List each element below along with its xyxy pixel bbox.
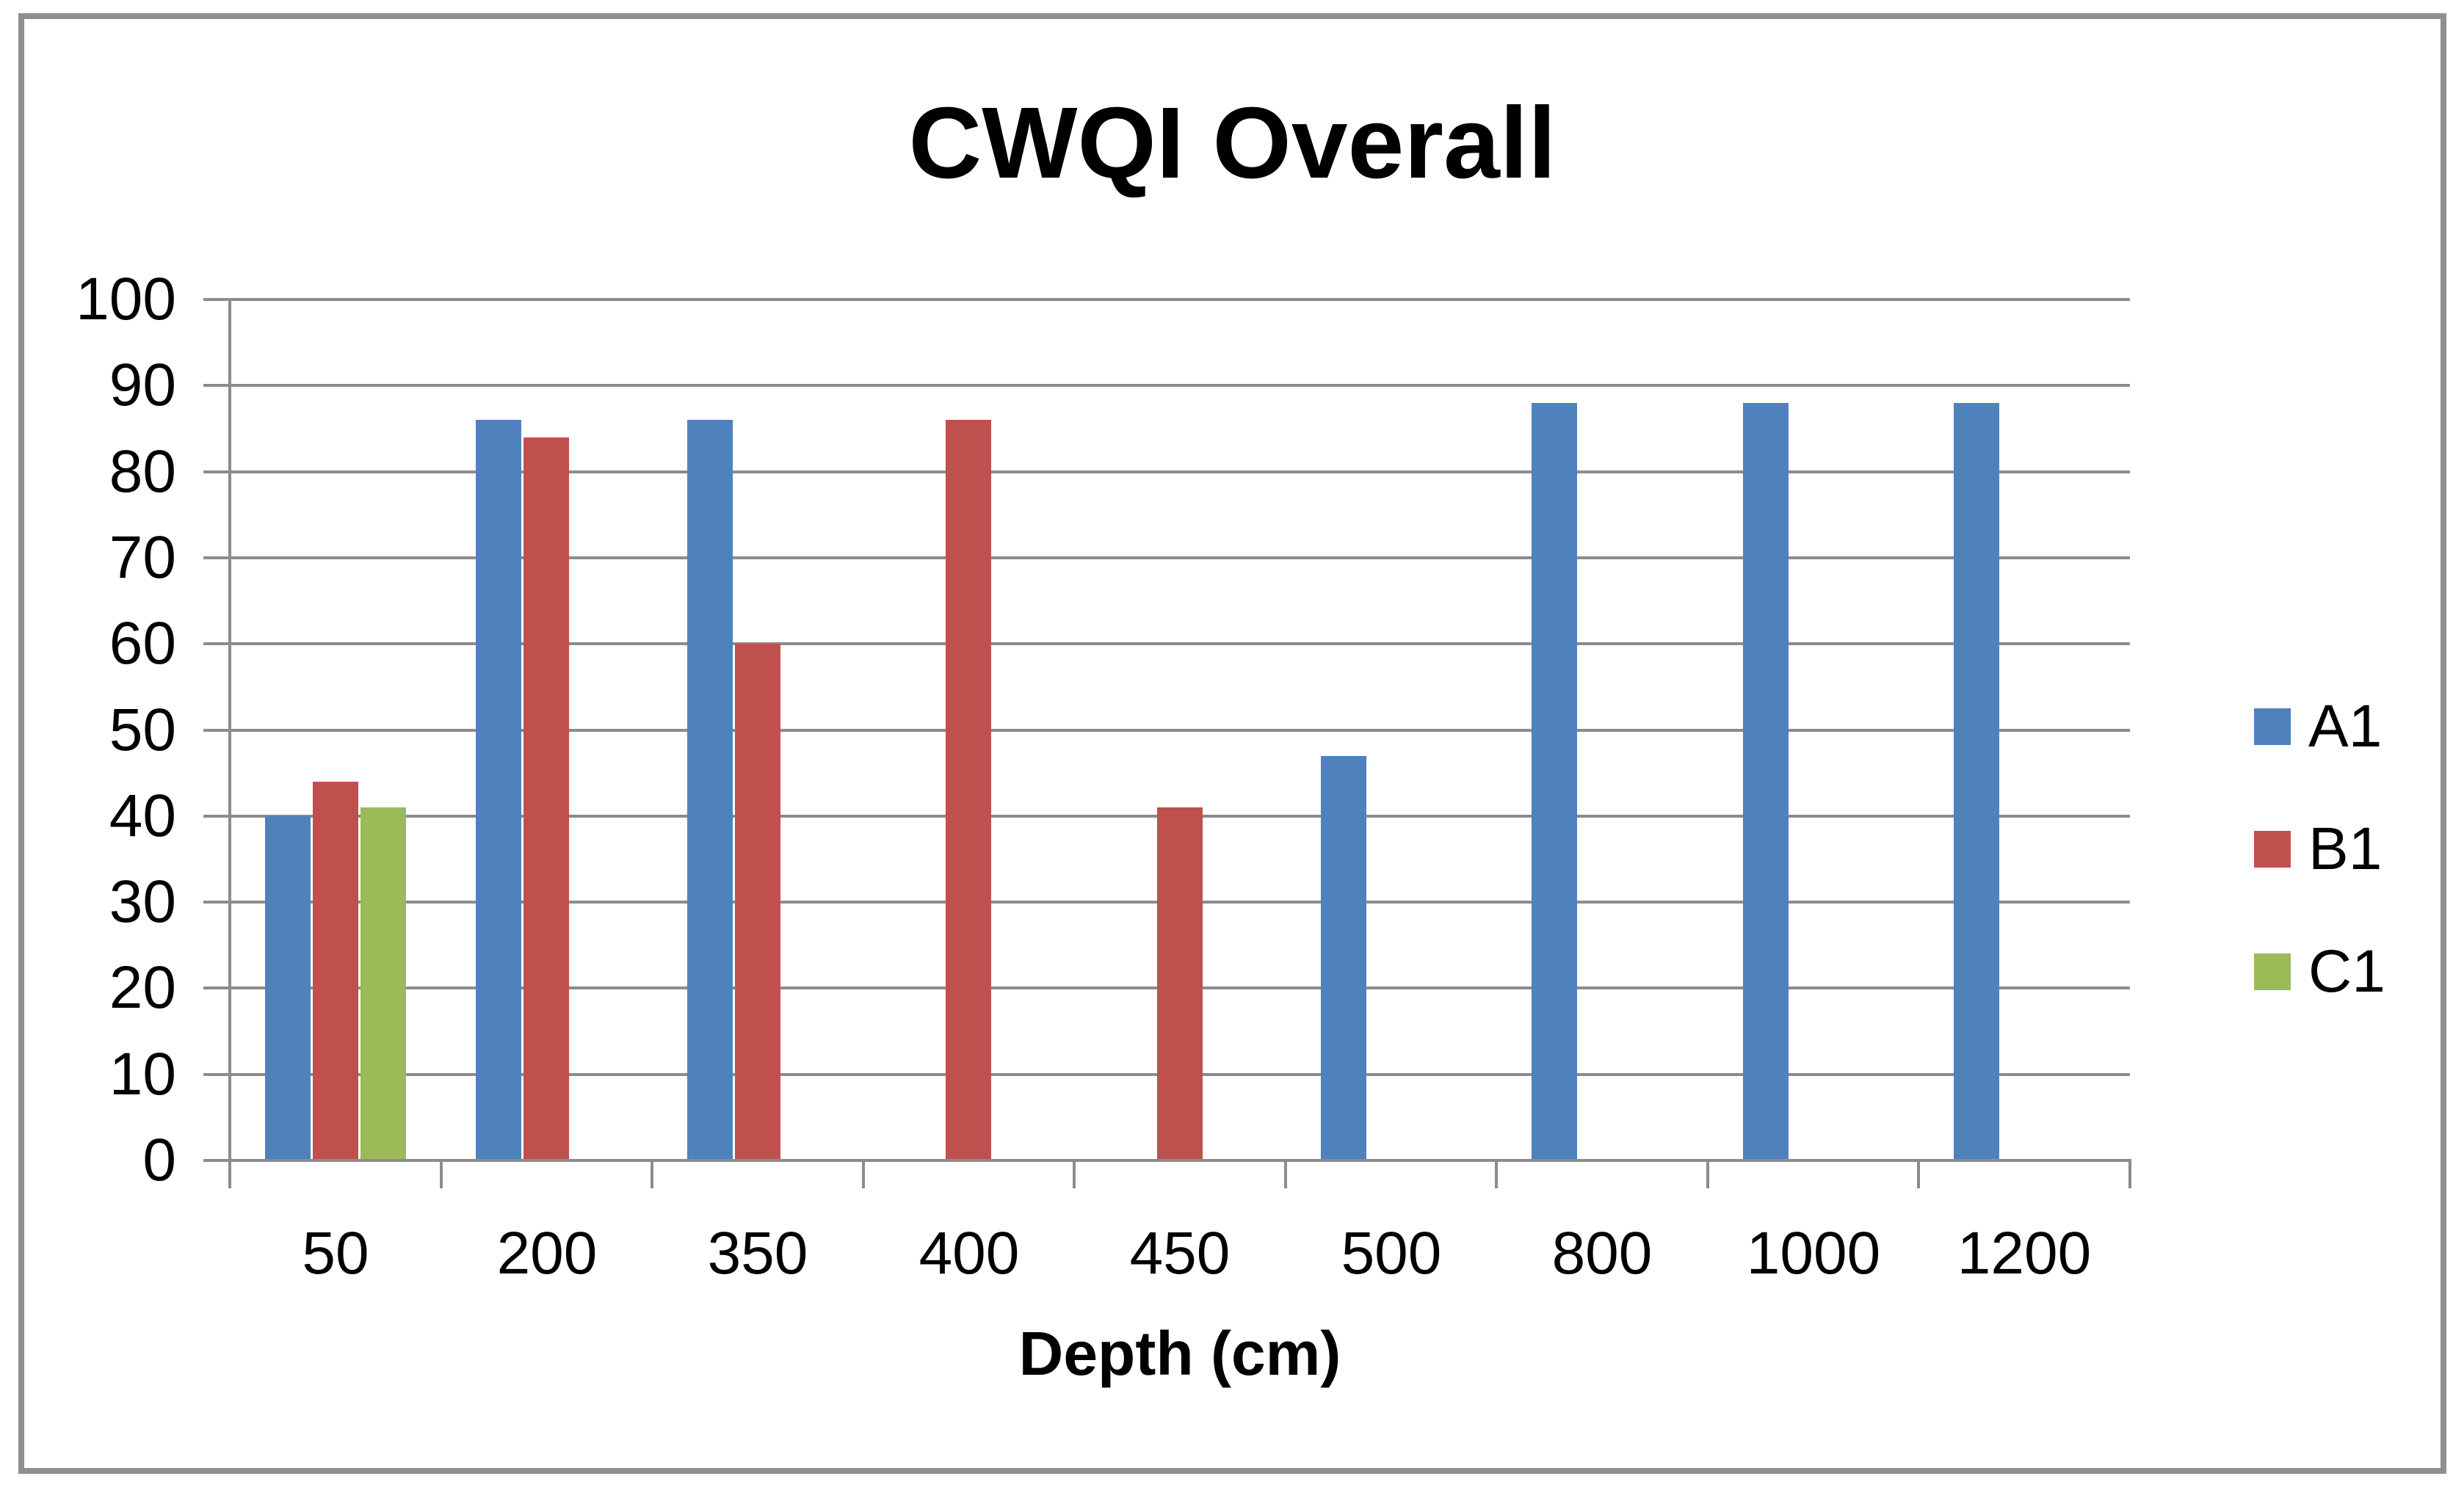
y-axis-tick-label: 50 [109, 696, 176, 763]
y-tick-mark [203, 384, 230, 388]
chart-frame [18, 13, 2446, 1474]
x-tick-mark [2128, 1160, 2131, 1188]
gridline [230, 728, 2130, 732]
legend-label: B1 [2308, 815, 2383, 882]
x-axis-tick-label: 800 [1551, 1220, 1653, 1287]
gridline [230, 642, 2130, 646]
x-axis-tick-label: 450 [1129, 1220, 1231, 1287]
bar-A1-500 [1321, 756, 1366, 1160]
chart-title: CWQI Overall [908, 87, 1557, 200]
x-tick-mark [1917, 1160, 1920, 1188]
x-axis-tick-label: 50 [302, 1220, 369, 1287]
legend-item-B1: B1 [2254, 815, 2385, 882]
y-axis-tick-label: 60 [109, 610, 176, 677]
y-tick-mark [203, 642, 230, 646]
gridline [230, 470, 2130, 473]
bar-B1-50 [313, 782, 358, 1160]
x-axis-tick-label: 200 [496, 1220, 598, 1287]
y-tick-mark [203, 1159, 230, 1162]
gridline [230, 556, 2130, 559]
gridline [230, 384, 2130, 388]
x-axis-title: Depth (cm) [1018, 1319, 1341, 1388]
bar-A1-1000 [1743, 403, 1789, 1160]
gridline [230, 298, 2130, 301]
legend-item-A1: A1 [2254, 693, 2385, 760]
bar-A1-200 [476, 420, 521, 1160]
x-axis-tick-label: 1200 [1957, 1220, 2092, 1287]
x-tick-mark [1073, 1160, 1076, 1188]
legend-swatch-B1 [2254, 831, 2291, 868]
x-tick-mark [1706, 1160, 1709, 1188]
bar-B1-200 [523, 437, 569, 1160]
x-axis-tick-label: 350 [707, 1220, 808, 1287]
y-tick-mark [203, 901, 230, 904]
x-tick-mark [651, 1160, 653, 1188]
y-axis-tick-label: 80 [109, 437, 176, 505]
legend: A1 B1 C1 [2254, 693, 2385, 1076]
y-axis-tick-label: 10 [109, 1040, 176, 1108]
bar-B1-450 [1157, 807, 1203, 1160]
bar-A1-800 [1532, 403, 1577, 1160]
bar-C1-50 [360, 807, 406, 1160]
legend-swatch-A1 [2254, 708, 2291, 745]
x-tick-mark [1495, 1160, 1498, 1188]
y-axis-tick-label: 30 [109, 868, 176, 936]
bar-A1-50 [265, 816, 311, 1160]
x-axis-tick-label: 500 [1341, 1220, 1442, 1287]
legend-label: C1 [2308, 938, 2385, 1005]
x-axis-tick-label: 400 [918, 1220, 1020, 1287]
y-axis-tick-label: 0 [142, 1127, 176, 1193]
x-tick-mark [862, 1160, 865, 1188]
y-axis-tick-label: 40 [109, 782, 176, 849]
bar-A1-1200 [1954, 403, 1999, 1160]
y-tick-mark [203, 728, 230, 732]
y-tick-mark [203, 986, 230, 990]
bar-B1-350 [735, 644, 780, 1160]
legend-label: A1 [2308, 693, 2383, 760]
y-tick-mark [203, 298, 230, 301]
x-tick-mark [440, 1160, 443, 1188]
x-axis-tick-label: 1000 [1746, 1220, 1881, 1287]
y-tick-mark [203, 470, 230, 473]
x-tick-mark [1284, 1160, 1287, 1188]
y-axis-tick-label: 20 [109, 954, 176, 1022]
y-axis-line [228, 298, 231, 1162]
y-axis-tick-label: 90 [109, 352, 176, 419]
y-tick-mark [203, 556, 230, 559]
bar-B1-400 [946, 420, 991, 1160]
legend-swatch-C1 [2254, 953, 2291, 990]
y-axis-tick-label: 70 [109, 523, 176, 591]
bar-A1-350 [687, 420, 733, 1160]
y-tick-mark [203, 1072, 230, 1076]
x-axis-line [228, 1159, 2131, 1162]
y-axis-tick-label: 100 [76, 266, 176, 332]
y-tick-mark [203, 814, 230, 818]
x-tick-mark [228, 1160, 231, 1188]
legend-item-C1: C1 [2254, 938, 2385, 1005]
